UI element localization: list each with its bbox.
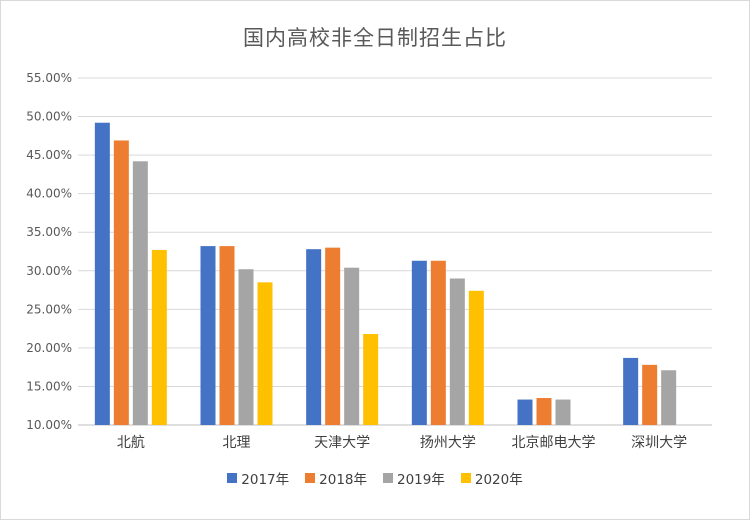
x-tick-label: 天津大学: [314, 435, 370, 451]
y-tick-label: 50.00%: [26, 110, 72, 124]
y-tick-label: 45.00%: [26, 148, 72, 162]
y-tick-label: 25.00%: [26, 302, 72, 316]
legend-label: 2017年: [241, 472, 290, 488]
y-tick-label: 15.00%: [26, 379, 72, 393]
bar: [411, 260, 427, 425]
bar: [113, 140, 129, 425]
legend-label: 2018年: [319, 472, 367, 488]
legend-swatch: [305, 473, 316, 483]
bar: [306, 249, 322, 425]
bar: [238, 269, 254, 425]
bar: [517, 399, 533, 425]
bar: [555, 399, 571, 425]
y-tick-label: 35.00%: [26, 225, 72, 239]
bar: [325, 247, 341, 425]
x-tick-label: 深圳大学: [631, 435, 687, 451]
bar: [430, 260, 446, 425]
x-tick-label: 北京邮电大学: [512, 435, 596, 451]
bar: [642, 364, 658, 425]
bar: [94, 122, 110, 426]
y-tick-label: 55.00%: [26, 71, 72, 85]
bar: [132, 161, 148, 425]
chart-title: 国内高校非全日制招生占比: [243, 26, 507, 50]
legend-label: 2020年: [474, 472, 523, 488]
legend-swatch: [460, 473, 471, 483]
bar: [536, 398, 552, 425]
bar: [661, 370, 677, 425]
x-tick-label: 北理: [223, 435, 251, 451]
bar: [468, 290, 484, 425]
chart-legend: 2017年 2018年 2019年 2020年: [0, 468, 750, 488]
bar: [449, 278, 465, 425]
legend-entry: 2019年: [383, 468, 445, 488]
bar: [257, 282, 273, 425]
legend-entry: 2017年: [227, 468, 289, 488]
legend-swatch: [383, 473, 393, 483]
y-tick-label: 10.00%: [26, 418, 72, 432]
y-tick-label: 40.00%: [26, 187, 72, 201]
bar: [219, 246, 235, 425]
bar: [363, 334, 379, 425]
y-tick-label: 30.00%: [26, 264, 72, 278]
bar: [200, 246, 216, 425]
y-tick-label: 20.00%: [26, 341, 72, 355]
bar: [623, 357, 639, 425]
legend-swatch: [227, 473, 238, 483]
legend-label: 2019年: [397, 472, 445, 488]
legend-entry: 2020年: [460, 468, 523, 488]
x-tick-label: 扬州大学: [420, 435, 476, 451]
bar: [151, 249, 167, 425]
x-tick-label: 北航: [117, 435, 145, 451]
legend-entry: 2018年: [305, 468, 367, 488]
bar: [344, 267, 360, 425]
